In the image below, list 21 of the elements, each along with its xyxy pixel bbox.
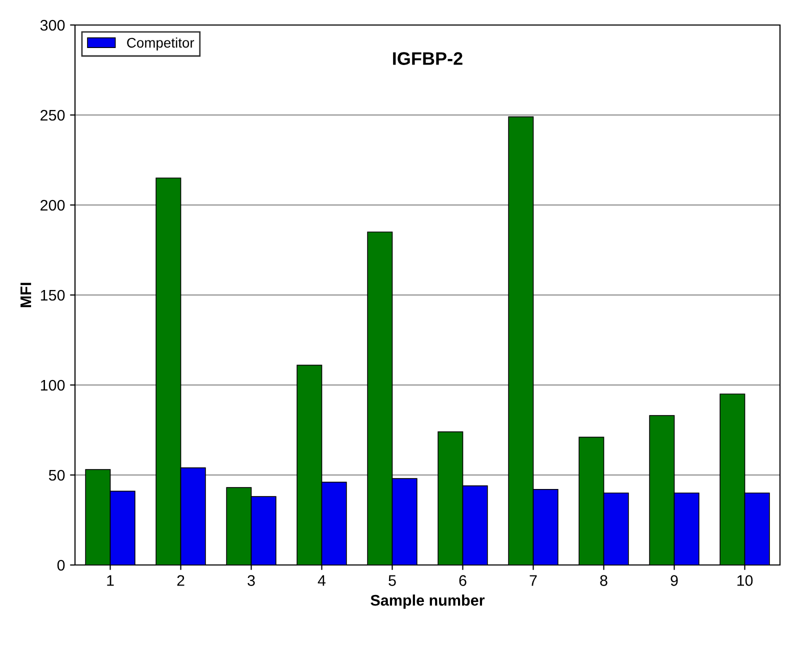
y-tick-label: 50 <box>48 470 65 481</box>
y-tick-label: 300 <box>40 20 65 31</box>
legend-label: Competitor <box>127 38 194 50</box>
y-tick-label: 100 <box>40 380 65 391</box>
y-tick-label: 0 <box>57 560 65 571</box>
y-tick-label: 250 <box>40 110 65 121</box>
x-tick-label: 6 <box>459 575 466 586</box>
x-tick-label: 1 <box>107 575 114 586</box>
x-tick-label: 10 <box>737 575 753 586</box>
text: IGFBP-2 <box>393 52 462 65</box>
y-axis-title: MFI <box>20 282 32 308</box>
x-tick-label: 2 <box>177 575 184 586</box>
x-tick-label: 4 <box>318 575 326 586</box>
x-tick-label: 9 <box>670 575 678 586</box>
x-tick-label: 7 <box>530 575 537 586</box>
y-tick-label: 200 <box>40 200 65 211</box>
x-tick-label: 3 <box>248 575 255 586</box>
x-tick-label: 5 <box>388 575 396 586</box>
x-tick-label: 8 <box>600 575 608 586</box>
y-tick-label: 150 <box>40 290 65 301</box>
x-axis-title: Sample number <box>370 594 485 609</box>
